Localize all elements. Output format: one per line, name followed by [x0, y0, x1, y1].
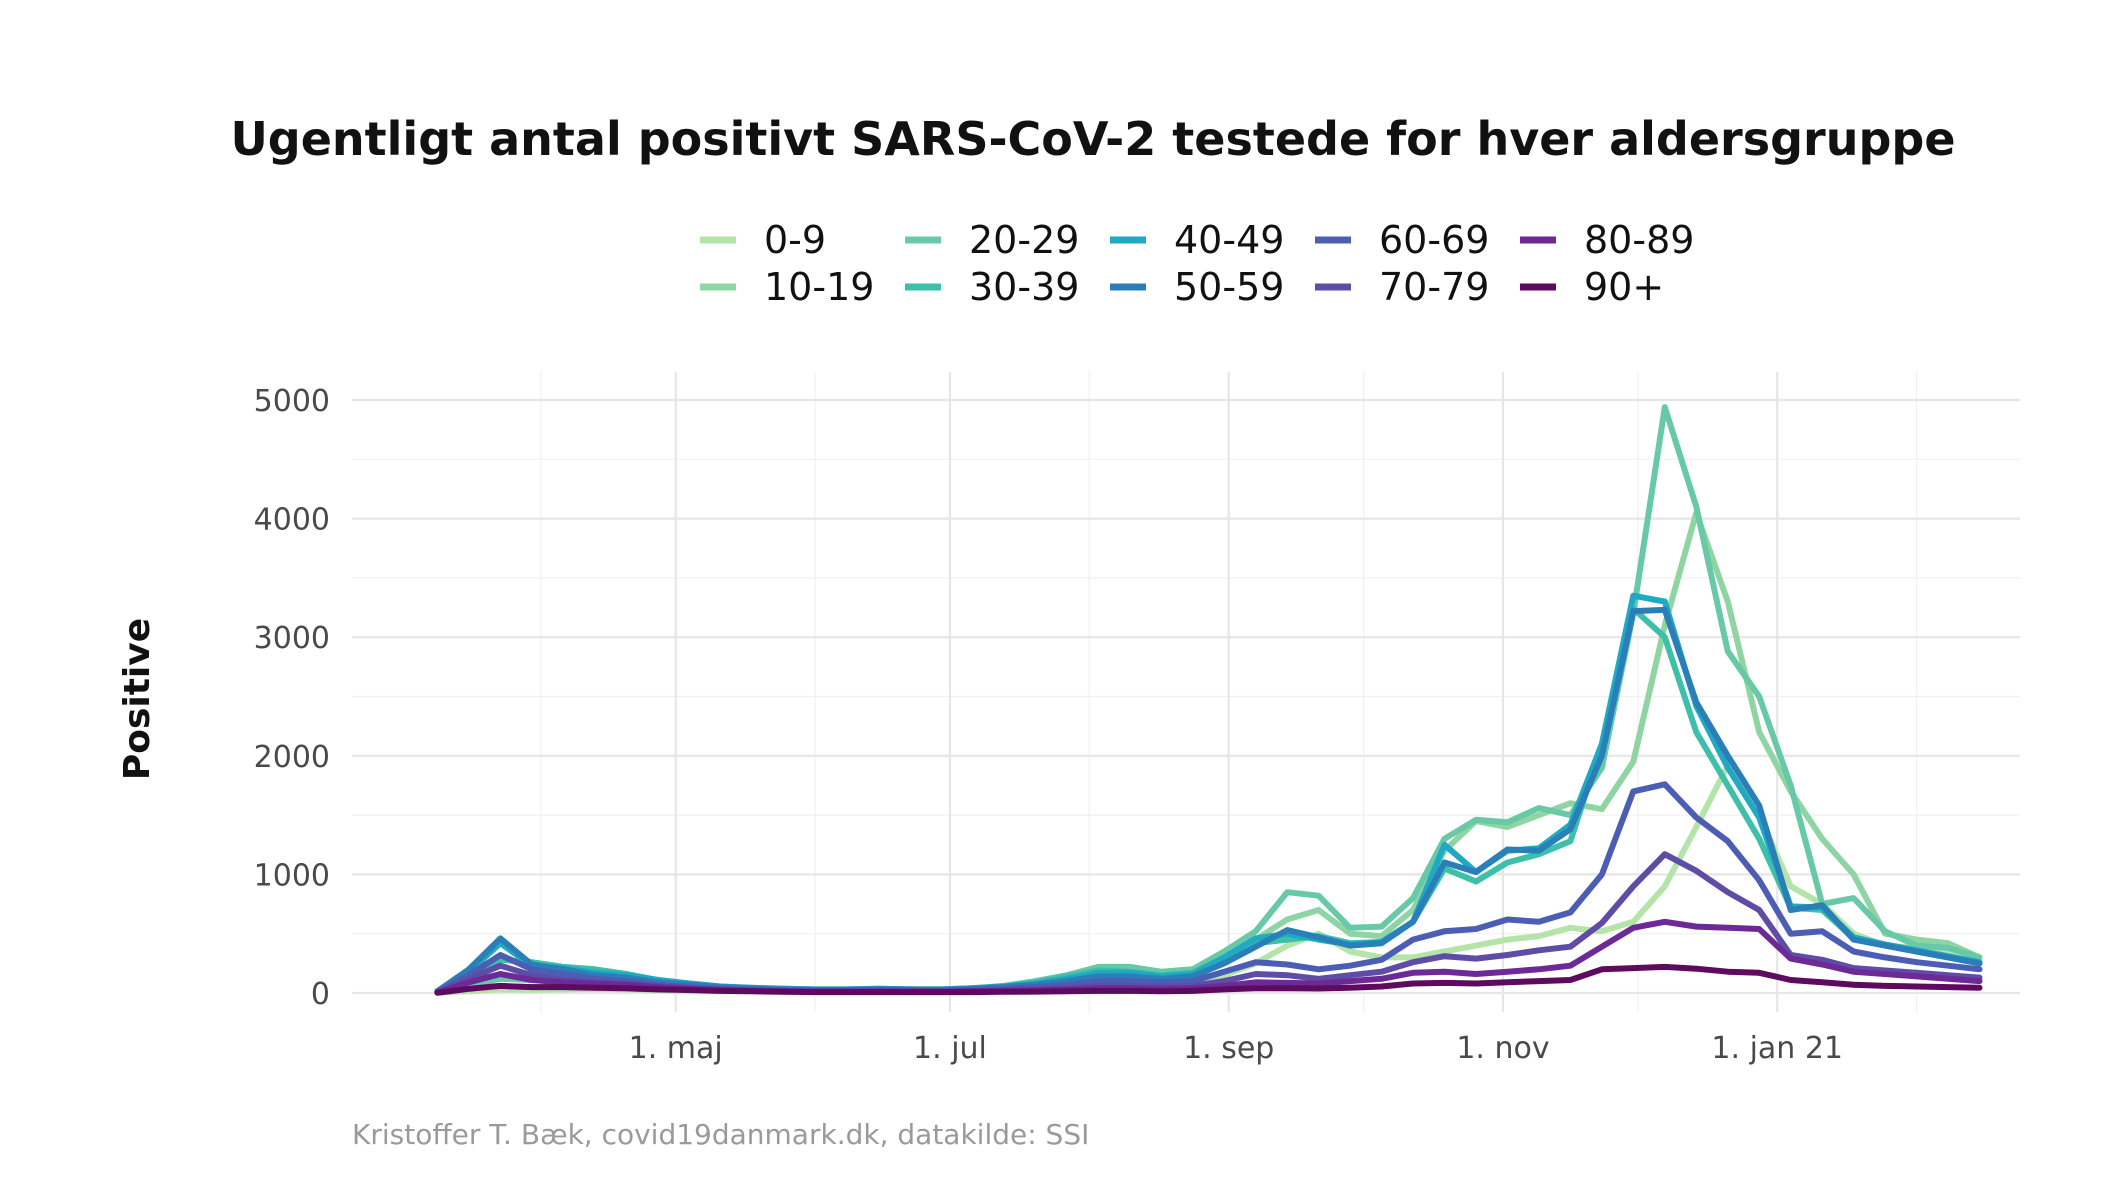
legend-label: 80-89 — [1584, 218, 1694, 262]
legend-label: 50-59 — [1174, 265, 1284, 309]
series-line-10-19 — [434, 509, 1983, 995]
chart-title: Ugentligt antal positivt SARS-CoV-2 test… — [230, 112, 1955, 166]
y-tick-label: 0 — [311, 977, 330, 1012]
legend-label: 40-49 — [1174, 218, 1284, 262]
series-line-90plus — [434, 963, 1983, 996]
legend-label: 90+ — [1584, 265, 1664, 309]
legend-label: 10-19 — [764, 265, 874, 309]
y-tick-label: 5000 — [254, 384, 330, 419]
legend-label: 0-9 — [764, 218, 826, 262]
y-tick-label: 1000 — [254, 858, 330, 893]
legend-label: 60-69 — [1379, 218, 1489, 262]
chart-caption: Kristoffer T. Bæk, covid19danmark.dk, da… — [352, 1118, 1089, 1151]
x-tick-label: 1. sep — [1183, 1031, 1274, 1066]
x-tick-label: 1. nov — [1456, 1031, 1549, 1066]
x-tick-label: 1. jul — [913, 1031, 987, 1066]
y-tick-label: 2000 — [254, 740, 330, 775]
y-axis-label: Positive — [117, 618, 158, 780]
legend-label: 70-79 — [1379, 265, 1489, 309]
grid — [352, 372, 2020, 1012]
y-axis-ticks: 0 1000 2000 3000 4000 5000 — [254, 384, 330, 1012]
series-lines — [434, 404, 1983, 996]
legend-label: 20-29 — [969, 218, 1079, 262]
x-axis-ticks: 1. maj 1. jul 1. sep 1. nov 1. jan 21 — [629, 1031, 1843, 1066]
legend-label: 30-39 — [969, 265, 1079, 309]
y-tick-label: 4000 — [254, 503, 330, 538]
x-tick-label: 1. maj — [629, 1031, 723, 1066]
x-tick-label: 1. jan 21 — [1711, 1031, 1843, 1066]
y-tick-label: 3000 — [254, 621, 330, 656]
